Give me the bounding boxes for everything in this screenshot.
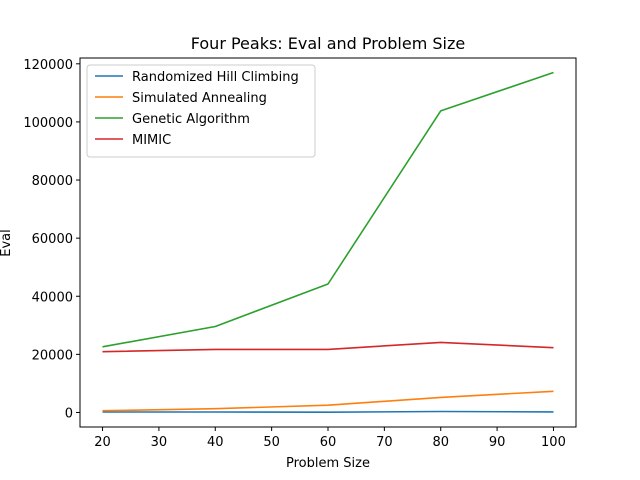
legend-entry: Simulated Annealing (132, 91, 267, 106)
chart-title: Four Peaks: Eval and Problem Size (191, 34, 465, 53)
series-line-1 (102, 410, 554, 414)
x-tick-label: 60 (320, 435, 337, 450)
axis-ticks: 20 30 40 50 60 70 80 90 100 0 20000 40000 60000 80000… (23, 58, 566, 450)
y-axis-label: Eval (0, 229, 14, 257)
legend-entry: Randomized Hill Climbing (132, 70, 299, 85)
x-tick-label: 90 (489, 435, 506, 450)
x-tick-label: 30 (151, 435, 168, 450)
y-tick-label: 120000 (23, 58, 73, 73)
plot-frame (79, 57, 577, 428)
y-tick-label: 100000 (23, 116, 73, 131)
series-line-3 (102, 71, 554, 348)
y-tick-label: 80000 (32, 174, 73, 189)
x-tick-label: 80 (432, 435, 449, 450)
y-tick-label: 0 (65, 406, 73, 421)
series-lines (102, 71, 554, 414)
x-tick-label: 20 (94, 435, 111, 450)
series-line-2 (102, 390, 554, 412)
y-tick-label: 40000 (32, 290, 73, 305)
legend-entry: Genetic Algorithm (132, 112, 250, 127)
y-tick-label: 60000 (32, 232, 73, 247)
x-tick-label: 100 (541, 435, 566, 450)
x-tick-label: 40 (207, 435, 224, 450)
legend: Randomized Hill Climbing Simulated Anneal… (86, 64, 316, 158)
x-tick-label: 50 (263, 435, 280, 450)
legend-box (86, 64, 316, 158)
y-tick-label: 20000 (32, 348, 73, 363)
legend-entry: MIMIC (132, 133, 171, 148)
x-tick-label: 70 (376, 435, 393, 450)
series-line-4 (102, 341, 554, 353)
x-axis-label: Problem Size (286, 456, 370, 471)
